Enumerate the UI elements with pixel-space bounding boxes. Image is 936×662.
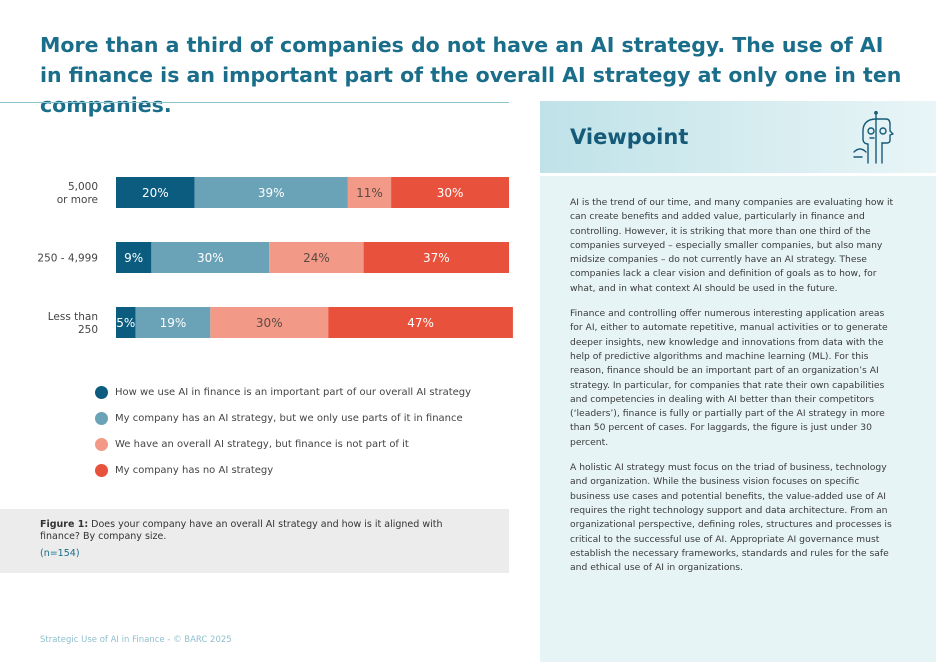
legend-swatch <box>95 411 108 425</box>
chart-legend: How we use AI in finance is an important… <box>95 379 515 483</box>
figure-label: Figure 1: <box>40 519 89 530</box>
legend-item: How we use AI in finance is an important… <box>95 379 515 405</box>
legend-item: My company has no AI strategy <box>95 457 515 483</box>
legend-label: How we use AI in finance is an important… <box>115 386 472 398</box>
data-label: 47% <box>407 316 434 330</box>
bar-segment <box>151 242 270 273</box>
bar-segment <box>269 242 364 273</box>
viewpoint-paragraph: Finance and controlling offer numerous i… <box>570 308 888 448</box>
headline-divider <box>0 102 509 103</box>
data-label: 37% <box>423 251 450 265</box>
bar-segment <box>116 307 136 338</box>
viewpoint-paragraph: A holistic AI strategy must focus on the… <box>570 462 892 574</box>
data-label: 20% <box>142 186 169 200</box>
footer-copyright: Strategic Use of AI in Finance - © BARC … <box>40 635 232 645</box>
robot-head-icon <box>853 111 894 164</box>
sample-size: (n=154) <box>40 548 80 559</box>
legend-item: We have an overall AI strategy, but fina… <box>95 431 515 457</box>
legend-swatch <box>95 463 108 477</box>
bar-segment <box>210 307 329 338</box>
figure-caption: Figure 1: Does your company have an over… <box>0 509 509 573</box>
bar-segment <box>135 307 211 338</box>
data-label: 24% <box>303 251 330 265</box>
data-label: 11% <box>356 186 383 200</box>
viewpoint-header: Viewpoint <box>540 101 936 173</box>
data-label: 30% <box>437 186 464 200</box>
data-label: 5% <box>116 316 135 330</box>
data-label: 19% <box>160 316 187 330</box>
data-label: 39% <box>258 186 285 200</box>
bar-segment <box>194 177 348 208</box>
category-label: 250 - 4,999 <box>37 253 98 265</box>
figure-caption-text: Does your company have an overall AI str… <box>40 519 443 542</box>
data-label: 30% <box>197 251 224 265</box>
page-headline: More than a third of companies do not ha… <box>40 33 902 117</box>
legend-swatch <box>95 385 108 399</box>
legend-swatch <box>95 437 108 451</box>
viewpoint-body: AI is the trend of our time, and many co… <box>570 196 898 586</box>
viewpoint-title: Viewpoint <box>570 125 689 149</box>
legend-item: My company has an AI strategy, but we on… <box>95 405 515 431</box>
bar-segment <box>391 177 509 208</box>
bar-segment <box>116 242 152 273</box>
bar-segment <box>363 242 509 273</box>
data-label: 9% <box>124 251 143 265</box>
legend-label: My company has an AI strategy, but we on… <box>115 412 463 424</box>
viewpoint-paragraph: AI is the trend of our time, and many co… <box>570 197 894 294</box>
legend-label: We have an overall AI strategy, but fina… <box>115 438 409 450</box>
category-label: 5,000 or more <box>57 181 98 206</box>
viewpoint-panel: Viewpoint AI is the trend of our time, a… <box>540 101 936 662</box>
stacked-bar-chart: 5,000 or more 20% 39% 11% 30% 250 - 4,999 9% 30%… <box>37 177 513 338</box>
bar-segment <box>328 307 513 338</box>
bar-segment <box>116 177 195 208</box>
bar-segment <box>347 177 392 208</box>
data-label: 30% <box>256 316 283 330</box>
viewpoint-divider <box>540 173 936 176</box>
category-label: Less than 250 <box>48 311 98 336</box>
legend-label: My company has no AI strategy <box>115 464 274 476</box>
